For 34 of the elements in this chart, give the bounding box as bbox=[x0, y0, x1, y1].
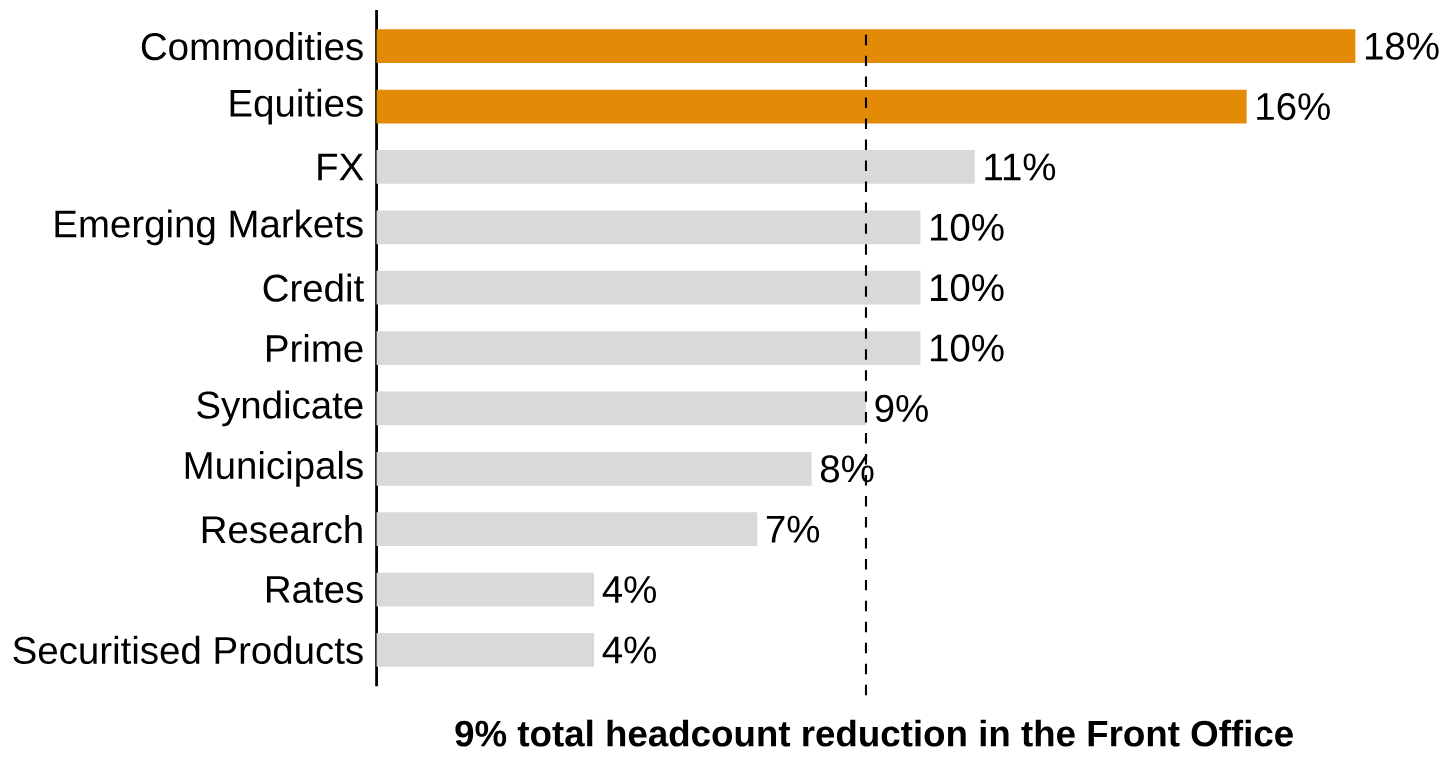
data-label: 10% bbox=[930, 273, 1004, 302]
bar bbox=[376, 391, 866, 426]
ref-line-label: 9% total headcount reduction in the Front Office bbox=[455, 719, 1293, 747]
data-label: 18% bbox=[1365, 32, 1439, 60]
y-tick-label: Prime bbox=[267, 333, 363, 363]
bar bbox=[376, 89, 1247, 124]
data-label: 10% bbox=[930, 213, 1004, 241]
bar bbox=[376, 632, 595, 667]
bar bbox=[376, 331, 921, 365]
bar bbox=[376, 149, 975, 184]
bar bbox=[376, 210, 921, 245]
y-tick-label: Research bbox=[202, 514, 362, 544]
data-label: 8% bbox=[820, 455, 874, 483]
bar bbox=[376, 29, 1356, 63]
data-label: 9% bbox=[875, 394, 928, 422]
data-label: 4% bbox=[602, 576, 656, 603]
data-label: 7% bbox=[766, 515, 820, 543]
y-tick-label: Credit bbox=[263, 273, 364, 302]
y-tick-label: FX bbox=[318, 153, 364, 181]
data-label: 10% bbox=[930, 334, 1004, 362]
bar bbox=[376, 270, 921, 305]
y-tick-label: Emerging Markets bbox=[55, 209, 363, 246]
data-label: 4% bbox=[602, 636, 656, 664]
bar bbox=[376, 451, 812, 486]
y-tick-label: Commodities bbox=[141, 31, 363, 61]
bar bbox=[376, 572, 595, 607]
data-label: 11% bbox=[985, 153, 1056, 181]
y-tick-label: Municipals bbox=[185, 450, 363, 487]
y-tick-label: Equities bbox=[230, 88, 363, 125]
bar bbox=[376, 512, 758, 546]
y-tick-label: Rates bbox=[266, 576, 363, 603]
y-tick-label: Securitised Products bbox=[13, 635, 363, 664]
data-label: 16% bbox=[1257, 92, 1330, 121]
y-tick-label: Syndicate bbox=[197, 390, 363, 427]
